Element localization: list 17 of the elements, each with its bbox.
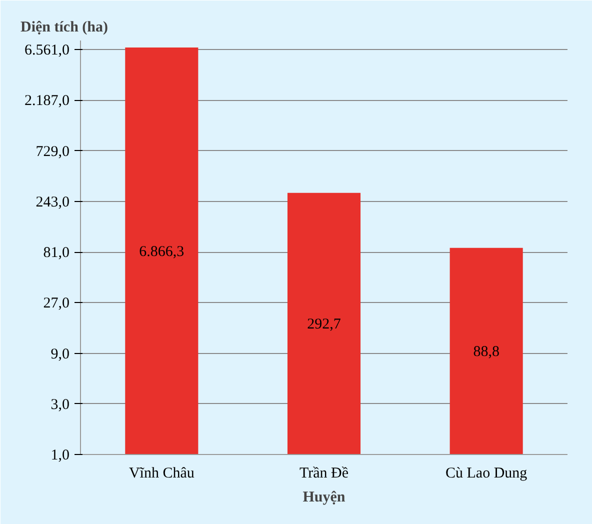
data-label: 6.866,3 [139,244,184,260]
y-tick-label: 3,0 [50,396,70,413]
y-axis-title: Diện tích (ha) [20,20,108,36]
data-label: 88,8 [473,344,500,360]
y-tick-label: 243,0 [36,194,70,210]
data-label: 292,7 [307,316,342,333]
y-tick-label: 6.561,0 [24,42,70,59]
y-tick-label: 1,0 [50,448,70,464]
y-tick-label: 81,0 [43,245,70,262]
y-tick-label: 2.187,0 [24,93,70,110]
x-tick-label: Trần Đề [299,466,349,482]
y-tick-label: 9,0 [50,346,70,362]
y-tick-label: 729,0 [36,144,70,160]
y-tick-label: 27,0 [43,296,70,312]
x-tick-label: Cù Lao Dung [446,466,528,482]
x-tick-label: Vĩnh Châu [128,466,195,482]
x-axis-title: Huyện [302,490,346,506]
